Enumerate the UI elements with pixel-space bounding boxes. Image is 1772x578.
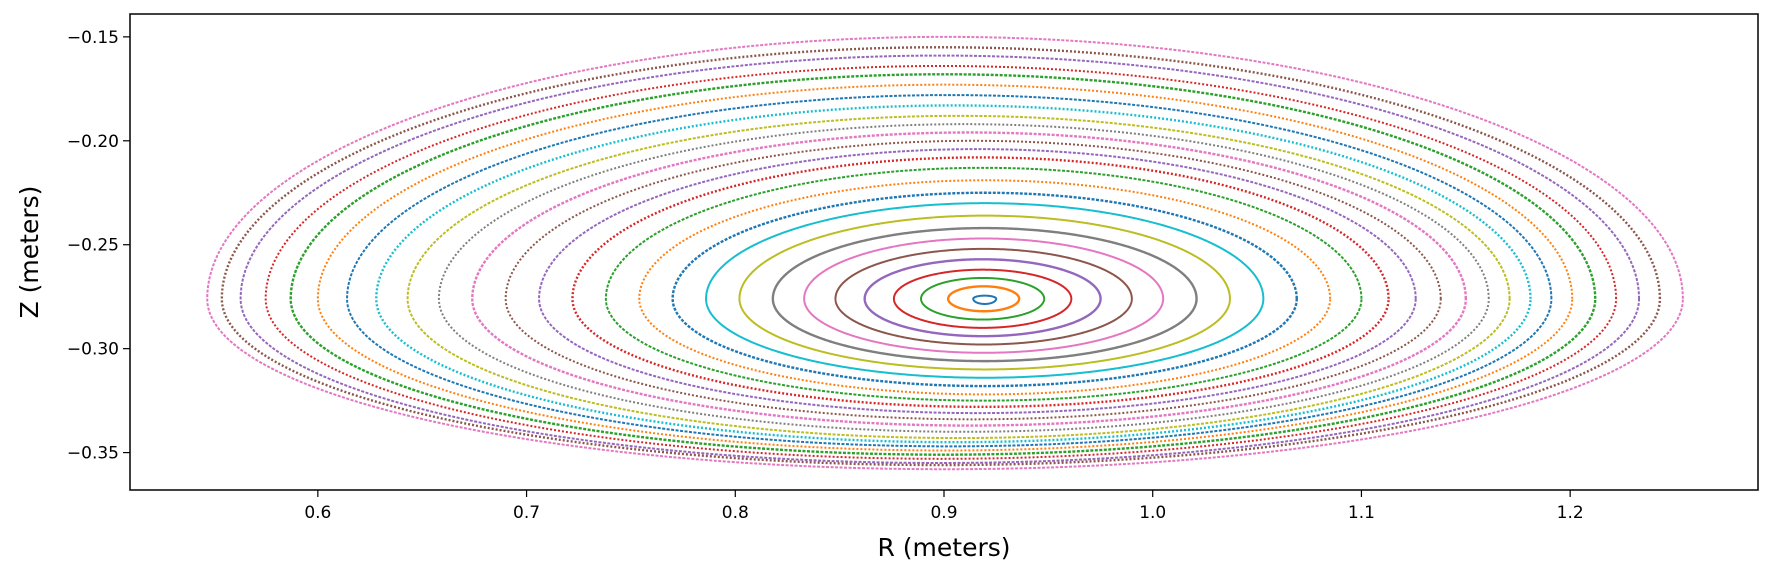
flux-surface-curve	[946, 285, 1021, 313]
y-axis-ticks: −0.15 −0.20 −0.25 −0.30 −0.35	[67, 28, 130, 464]
flux-surface-curve	[638, 179, 1332, 396]
x-tick-label: 1.2	[1557, 503, 1584, 523]
x-axis-label: R (meters)	[877, 533, 1010, 562]
flux-surface-curve	[803, 237, 1165, 354]
flux-surface-curve	[705, 202, 1265, 379]
y-tick-label: −0.35	[67, 444, 119, 464]
flux-surface-series	[406, 114, 1511, 440]
flux-surface-series	[437, 123, 1490, 433]
flux-surface-series	[571, 156, 1390, 409]
flux-surface-series	[705, 202, 1265, 379]
flux-surface-curve	[264, 64, 1618, 460]
flux-surface-series	[375, 104, 1532, 444]
x-tick-label: 0.6	[304, 503, 331, 523]
flux-surface-series	[206, 35, 1684, 471]
flux-surface-curve	[571, 156, 1390, 409]
flux-surface-series	[264, 64, 1618, 460]
flux-surface-curve	[289, 73, 1597, 456]
y-tick-label: −0.30	[67, 340, 119, 360]
flux-surface-curve	[972, 294, 998, 305]
flux-surface-curve	[504, 139, 1442, 421]
x-tick-label: 1.0	[1139, 503, 1166, 523]
flux-surface-series	[289, 73, 1597, 456]
flux-surface-curve	[771, 226, 1198, 363]
flux-surface-curve	[346, 94, 1553, 448]
x-axis-ticks: 0.6 0.7 0.8 0.9 1.0 1.1 1.2	[304, 490, 1584, 523]
flux-surface-curve	[538, 148, 1417, 415]
flux-surface-curve	[671, 191, 1298, 388]
flux-surface-series	[538, 148, 1417, 415]
y-axis-label: Z (meters)	[15, 186, 44, 319]
flux-surface-series	[771, 226, 1198, 363]
flux-surface-curve	[738, 214, 1231, 371]
x-tick-label: 1.1	[1348, 503, 1375, 523]
flux-surface-series	[972, 294, 998, 305]
x-tick-label: 0.9	[930, 503, 957, 523]
flux-surface-series	[946, 285, 1021, 313]
series-layer	[206, 35, 1684, 471]
flux-surface-curve	[206, 35, 1684, 471]
flux-surface-curve	[239, 54, 1641, 464]
flux-surface-curve	[920, 276, 1046, 321]
flux-surface-series	[671, 191, 1298, 388]
flux-surface-curve	[375, 104, 1532, 444]
flux-surface-series	[220, 46, 1662, 467]
flux-surface-series	[803, 237, 1165, 354]
flux-surface-series	[504, 139, 1442, 421]
y-tick-label: −0.15	[67, 28, 119, 48]
y-tick-label: −0.20	[67, 132, 119, 152]
flux-surface-curve	[834, 247, 1133, 346]
x-tick-label: 0.8	[722, 503, 749, 523]
flux-surface-series	[920, 276, 1046, 321]
flux-surface-series	[738, 214, 1231, 371]
flux-surface-series	[892, 268, 1073, 329]
flux-surface-series	[834, 247, 1133, 346]
flux-surface-curve	[604, 166, 1363, 402]
y-tick-label: −0.25	[67, 236, 119, 256]
flux-surface-curve	[437, 123, 1490, 433]
flux-surface-curve	[220, 46, 1662, 467]
flux-surface-curve	[892, 268, 1073, 329]
flux-surface-series	[239, 54, 1641, 464]
flux-surface-series	[346, 94, 1553, 448]
flux-surface-series	[604, 166, 1363, 402]
flux-surface-series	[316, 83, 1574, 452]
x-tick-label: 0.7	[513, 503, 540, 523]
flux-surface-series	[863, 258, 1102, 338]
flux-surface-curve	[863, 258, 1102, 338]
flux-surface-curve	[316, 83, 1574, 452]
flux-surface-curve	[406, 114, 1511, 440]
flux-surface-series	[471, 131, 1467, 427]
flux-surface-curve	[471, 131, 1467, 427]
flux-surface-series	[638, 179, 1332, 396]
